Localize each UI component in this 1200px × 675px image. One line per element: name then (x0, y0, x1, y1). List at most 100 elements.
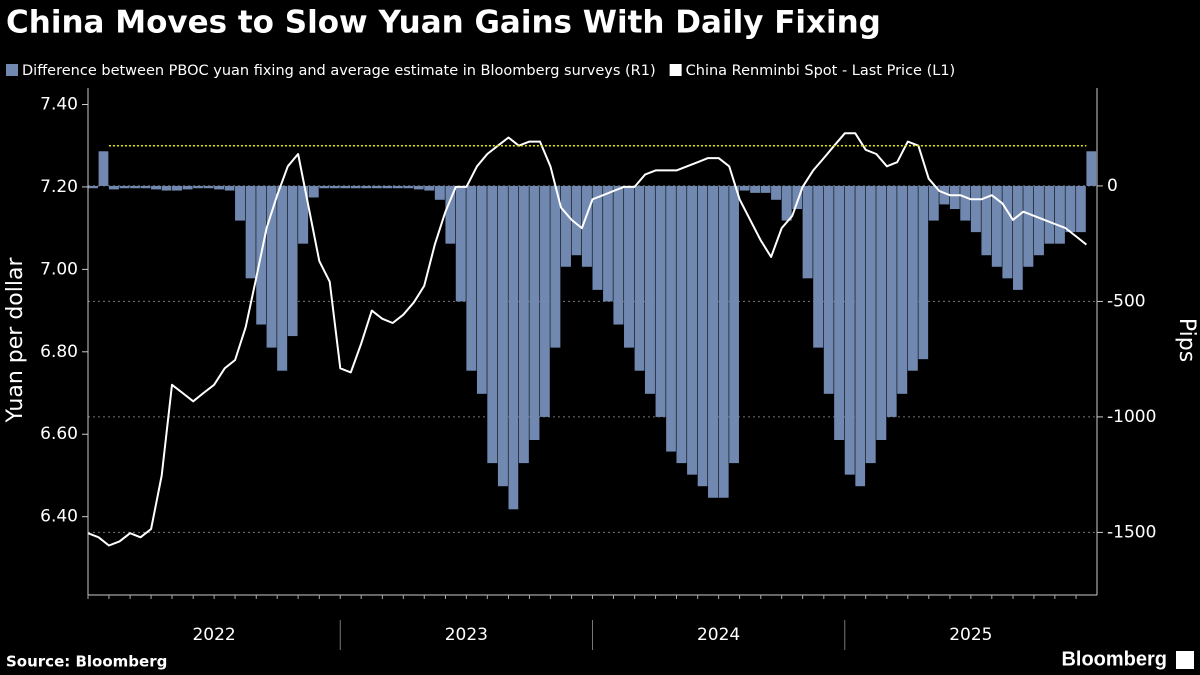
x-tick-label: 2022 (192, 625, 235, 645)
bar (108, 185, 119, 190)
bar (298, 185, 309, 244)
y-tick-label: 6.40 (40, 507, 78, 527)
bar (182, 185, 193, 190)
bar (897, 185, 908, 394)
bar (98, 151, 109, 186)
bar (792, 185, 803, 210)
bar (918, 185, 929, 360)
bar (214, 185, 225, 190)
bar (518, 185, 529, 464)
y-tick-label: 6.80 (40, 342, 78, 362)
y-tick-label: 7.40 (40, 94, 78, 114)
bar (550, 185, 561, 348)
bar (1033, 185, 1044, 256)
bar-series (88, 151, 1097, 510)
bar (886, 185, 897, 417)
bar (865, 185, 876, 464)
bar (613, 185, 624, 325)
bar (476, 185, 487, 394)
bar (245, 185, 256, 279)
bar (266, 185, 277, 348)
bar (382, 185, 393, 189)
bar (687, 185, 698, 475)
line-series (87, 132, 1088, 547)
bar (907, 185, 918, 371)
bar (823, 185, 834, 394)
bar (1044, 185, 1055, 244)
bar (708, 185, 719, 498)
bar (392, 185, 403, 189)
bar (928, 185, 939, 221)
bar (203, 185, 214, 189)
bar (140, 185, 151, 189)
bar (844, 185, 855, 475)
brand-icon (1176, 651, 1194, 669)
bar (1054, 185, 1065, 244)
bar (193, 185, 203, 189)
y-tick-label: 7.20 (40, 177, 78, 197)
y-tick-label: 7.00 (40, 259, 78, 279)
legend-label: China Renminbi Spot - Last Price (L1) (686, 63, 956, 79)
brand-logo: Bloomberg (1061, 648, 1167, 670)
chart-title: China Moves to Slow Yuan Gains With Dail… (6, 5, 881, 41)
bar (1013, 185, 1023, 290)
bar (445, 185, 456, 244)
bar (308, 185, 319, 198)
bar (1076, 185, 1086, 233)
bar (235, 185, 246, 221)
bar (813, 185, 824, 348)
bar (760, 185, 771, 193)
bar (497, 185, 508, 487)
bar (151, 185, 162, 190)
bar (413, 185, 424, 190)
bar (560, 185, 571, 267)
bar (666, 185, 676, 452)
bar (340, 185, 351, 189)
bar (981, 185, 992, 256)
legend-swatch (6, 64, 18, 76)
bar (834, 185, 845, 441)
bar (329, 185, 340, 189)
bar (403, 185, 414, 189)
bar (1023, 185, 1034, 267)
bar (130, 185, 140, 189)
bar (876, 185, 887, 441)
bar (771, 185, 782, 200)
bar (970, 185, 981, 233)
bar (1002, 185, 1013, 279)
y-tick-label: 6.60 (40, 424, 78, 444)
y2-tick-label: -500 (1107, 291, 1146, 311)
bar (581, 185, 592, 267)
bar (371, 185, 382, 189)
y-axis-label: Yuan per dollar (3, 257, 28, 424)
bar (603, 185, 613, 302)
bar (676, 185, 687, 464)
bar (739, 185, 750, 191)
legend-label: Difference between PBOC yuan fixing and … (22, 63, 656, 79)
bar (529, 185, 540, 441)
bar (960, 185, 971, 221)
bar (655, 185, 666, 417)
bar (949, 185, 960, 210)
bar (1065, 185, 1076, 233)
bar (624, 185, 635, 348)
bar (350, 185, 361, 189)
bar (171, 185, 182, 191)
bar (644, 185, 655, 394)
bar (939, 185, 950, 205)
bar (455, 185, 466, 302)
bar (540, 185, 550, 417)
y2-tick-label: -1000 (1107, 407, 1156, 427)
y2-tick-label: -1500 (1107, 522, 1156, 542)
x-tick-label: 2025 (949, 625, 992, 645)
bar (718, 185, 729, 498)
bar (802, 185, 813, 279)
bar (1086, 151, 1097, 186)
bar (781, 185, 792, 221)
bar (277, 185, 288, 371)
y2-tick-label: 0 (1107, 176, 1118, 196)
bar (119, 185, 130, 189)
bar (508, 185, 519, 510)
bar (855, 185, 866, 487)
